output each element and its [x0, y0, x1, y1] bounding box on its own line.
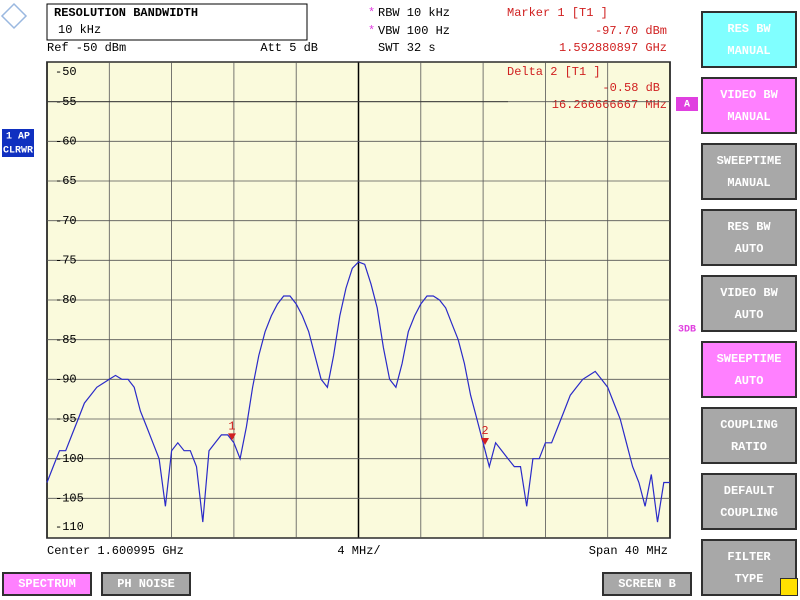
header-title: RESOLUTION BANDWIDTH — [54, 6, 198, 20]
softkey-label: RATIO — [730, 439, 767, 454]
softkey[interactable]: RES BW AUTO — [701, 209, 797, 266]
side-label: 3DB — [678, 325, 696, 336]
bullet: * — [368, 6, 375, 20]
attenuation: Att 5 dB — [260, 41, 318, 55]
softkey-label: VIDEO BW — [720, 87, 778, 102]
header-value: 10 kHz — [58, 23, 101, 37]
header-box — [46, 3, 308, 41]
softkey-label: AUTO — [734, 373, 764, 388]
softkey[interactable]: SWEEPTIME AUTO — [701, 341, 797, 398]
tab[interactable]: PH NOISE — [101, 572, 191, 596]
softkey[interactable]: VIDEO BW MANUAL — [701, 77, 797, 134]
side-label-box — [676, 97, 698, 111]
marker-title: Marker 1 [T1 ] — [507, 6, 608, 20]
softkey-label: VIDEO BW — [720, 285, 778, 300]
marker — [481, 438, 489, 446]
vbw: VBW 100 Hz — [378, 24, 450, 38]
trace-mode: 1 AP — [6, 132, 30, 143]
bullet: * — [368, 24, 375, 38]
y-tick-label: -60 — [55, 135, 77, 149]
y-tick-label: -100 — [55, 452, 84, 466]
center-frequency: Center 1.600995 GHz — [47, 544, 184, 558]
delta-level: -0.58 dB — [602, 81, 660, 95]
side-label: A — [684, 100, 690, 111]
frequency-per-division: 4 MHz/ — [337, 544, 380, 558]
softkey-label: COUPLING — [720, 505, 778, 520]
softkey-label: SWEEPTIME — [716, 153, 782, 168]
softkey-label: AUTO — [734, 307, 764, 322]
y-tick-label: -105 — [55, 492, 84, 506]
softkey[interactable]: COUPLING RATIO — [701, 407, 797, 464]
y-tick-label: -110 — [55, 520, 84, 534]
span: Span 40 MHz — [589, 544, 668, 558]
softkey-label: RES BW — [727, 21, 771, 36]
softkey-label: SWEEPTIME — [716, 351, 782, 366]
marker-label: 1 — [228, 420, 235, 434]
softkey-label: TYPE — [734, 571, 764, 586]
softkey-label: MANUAL — [727, 43, 771, 58]
y-tick-label: -65 — [55, 174, 77, 188]
y-tick-label: -85 — [55, 333, 77, 347]
marker — [228, 433, 236, 441]
swt: SWT 32 s — [378, 41, 436, 55]
logo — [0, 2, 28, 30]
softkey-label: MANUAL — [727, 109, 771, 124]
delta-title: Delta 2 [T1 ] — [507, 65, 601, 79]
y-tick-label: -95 — [55, 412, 77, 426]
softkey-label: DEFAULT — [723, 483, 775, 498]
trace — [46, 261, 670, 523]
y-tick-label: -90 — [55, 373, 77, 387]
softkey-label: COUPLING — [720, 417, 778, 432]
y-tick-label: -70 — [55, 214, 77, 228]
softkey[interactable]: DEFAULT COUPLING — [701, 473, 797, 530]
ref-level: Ref -50 dBm — [47, 41, 126, 55]
softkey-label: AUTO — [734, 241, 764, 256]
marker-label: 2 — [481, 424, 488, 438]
softkey-label: RES BW — [727, 219, 771, 234]
marker-frequency: 1.592880897 GHz — [559, 41, 667, 55]
trace-detector: CLRWR — [3, 146, 33, 157]
softkey[interactable]: RES BW MANUAL — [701, 11, 797, 68]
softkey[interactable]: VIDEO BW AUTO — [701, 275, 797, 332]
softkey[interactable]: SWEEPTIME MANUAL — [701, 143, 797, 200]
y-tick-label: -75 — [55, 254, 77, 268]
y-tick-label: -50 — [55, 65, 77, 79]
softkey-label: FILTER — [727, 549, 771, 564]
menu-arrow[interactable] — [780, 578, 798, 596]
tab[interactable]: SPECTRUM — [2, 572, 92, 596]
marker-level: -97.70 dBm — [595, 24, 667, 38]
tab[interactable]: SCREEN B — [602, 572, 692, 596]
y-tick-label: -80 — [55, 293, 77, 307]
delta-frequency: 16.266666667 MHz — [552, 98, 667, 112]
softkey-label: MANUAL — [727, 175, 771, 190]
rbw: RBW 10 kHz — [378, 6, 450, 20]
trace-status-box — [2, 129, 34, 157]
